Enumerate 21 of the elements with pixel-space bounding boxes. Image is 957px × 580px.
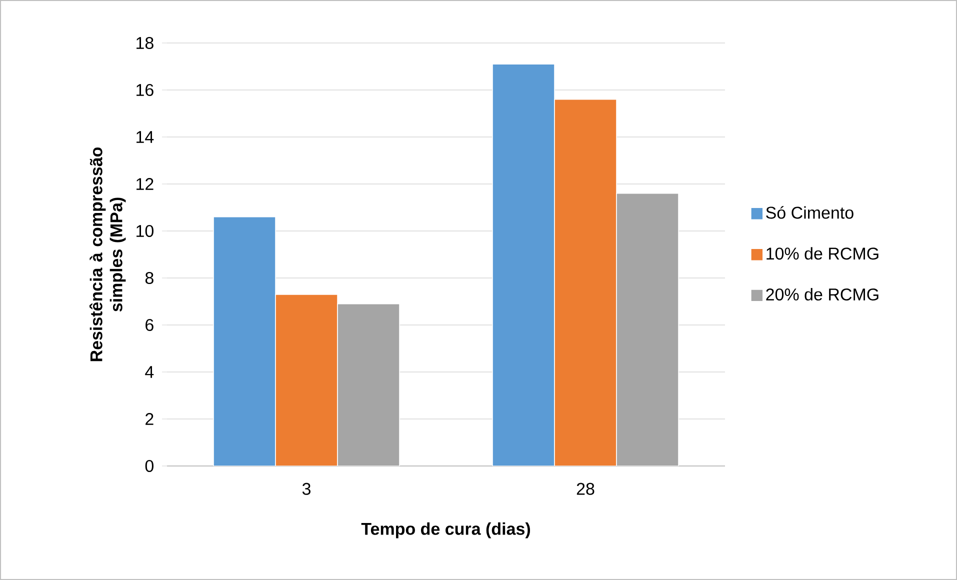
x-tick-label: 3 [302,482,310,495]
bar [337,303,400,466]
y-tick-label: 0 [145,460,154,472]
y-tick-label: 12 [136,178,154,190]
y-tick-label: 16 [136,84,154,96]
bar [275,294,338,466]
legend-label: Só Cimento [766,206,854,219]
legend-label: 10% de RCMG [766,247,878,260]
y-tick-label: 8 [145,272,154,284]
y-axis-title: Resistência à compressão simples (MPa) [89,147,126,362]
bar [616,192,679,466]
x-tick-label: 28 [576,482,594,495]
y-tick-label: 14 [136,131,154,143]
bar [554,98,617,466]
y-tick-label: 4 [145,366,154,378]
y-tick-label: 6 [146,318,154,332]
y-tick-label: 10 [136,224,154,238]
x-axis-title: Tempo de cura (dias) [361,522,530,538]
y-tick-label: 18 [136,36,154,50]
legend-label: 20% de RCMG [766,288,878,301]
y-tick-label: 2 [146,413,154,425]
